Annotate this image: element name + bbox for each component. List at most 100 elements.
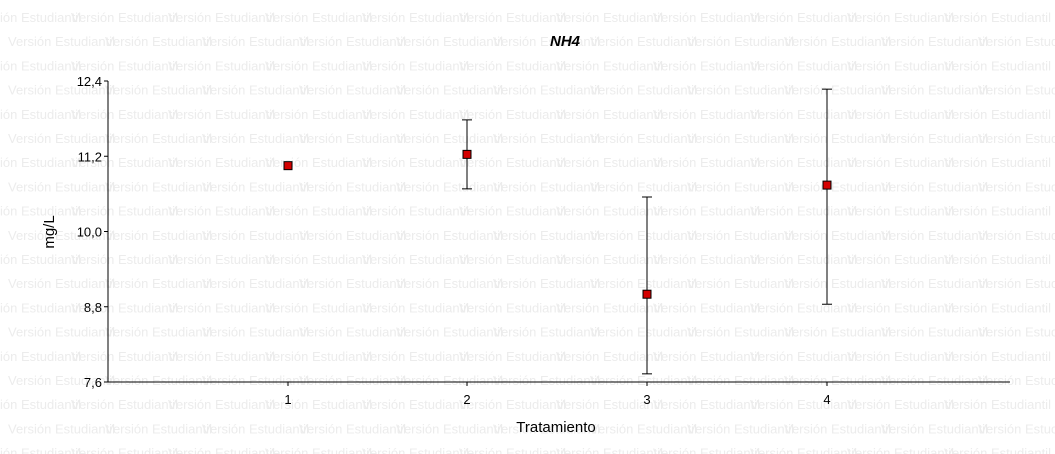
watermark-text: Versión Estudiantil: [493, 325, 600, 340]
watermark-text: Versión Estudiantil: [362, 155, 469, 170]
watermark-text: Versión Estudiantil: [8, 34, 115, 49]
watermark-text: Versión Estudiantil: [396, 34, 503, 49]
watermark-text: Versión Estudiantil: [459, 107, 566, 122]
watermark-text: Versión Estudiantil: [881, 131, 988, 146]
y-tick-label: 10,0: [77, 225, 102, 240]
watermark-text: Versión Estudiantil: [687, 325, 794, 340]
watermark-text: Versión Estudiantil: [978, 373, 1055, 388]
watermark-text: Versión Estudiantil: [396, 131, 503, 146]
watermark-text: Versión Estudiantil: [265, 446, 372, 454]
watermark-text: Versión Estudiantil: [396, 179, 503, 194]
watermark-text: Versión Estudiantil: [784, 83, 891, 98]
watermark-text: Versión Estudiantil: [71, 446, 178, 454]
watermark-text: Versión Estudiantil: [978, 421, 1055, 436]
watermark-text: Versión Estudiantil: [556, 10, 663, 25]
watermark-text: Versión Estudiantil: [590, 83, 697, 98]
watermark-text: Versión Estudiantil: [396, 83, 503, 98]
watermark-text: Versión Estudiantil: [978, 179, 1055, 194]
watermark-text: Versión Estudiantil: [881, 421, 988, 436]
watermark-text: Versión Estudiantil: [750, 446, 857, 454]
watermark-text: Versión Estudiantil: [8, 276, 115, 291]
watermark-text: Versión Estudiantil: [71, 349, 178, 364]
watermark-text: Versión Estudiantil: [396, 228, 503, 243]
watermark-text: Versión Estudiantil: [687, 276, 794, 291]
watermark-text: Versión Estudiantil: [459, 446, 566, 454]
watermark-text: Versión Estudiantil: [750, 204, 857, 219]
watermark-text: Versión Estudiantil: [362, 397, 469, 412]
watermark-text: Versión Estudiantil: [105, 83, 212, 98]
watermark-text: Versión Estudiantil: [105, 373, 212, 388]
watermark-text: Versión Estudiantil: [556, 349, 663, 364]
watermark-text: Versión Estudiantil: [299, 276, 406, 291]
watermark-text: Versión Estudiantil: [105, 131, 212, 146]
watermark-text: Versión Estudiantil: [265, 252, 372, 267]
watermark-text: Versión Estudiantil: [71, 204, 178, 219]
watermark-text: Versión Estudiantil: [459, 10, 566, 25]
watermark-text: Versión Estudiantil: [396, 325, 503, 340]
watermark-text: Versión Estudiantil: [0, 155, 81, 170]
watermark-text: Versión Estudiantil: [396, 421, 503, 436]
watermark-text: Versión Estudiantil: [590, 34, 697, 49]
y-tick-label: 11,2: [78, 149, 102, 164]
watermark-text: Versión Estudiantil: [978, 228, 1055, 243]
watermark-text: Versión Estudiantil: [0, 252, 81, 267]
watermark-text: Versión Estudiantil: [653, 446, 760, 454]
y-tick-label: 8,8: [84, 300, 102, 315]
watermark-text: Versión Estudiantil: [362, 58, 469, 73]
watermark-text: Versión Estudiantil: [847, 107, 954, 122]
watermark-text: Versión Estudiantil: [653, 252, 760, 267]
watermark-text: Versión Estudiantil: [556, 155, 663, 170]
watermark-text: Versión Estudiantil: [556, 446, 663, 454]
watermark-text: Versión Estudiantil: [202, 179, 309, 194]
watermark-text: Versión Estudiantil: [0, 58, 81, 73]
watermark-text: Versión Estudiantil: [71, 10, 178, 25]
watermark-text: Versión Estudiantil: [299, 34, 406, 49]
watermark-text: Versión Estudiantil: [978, 276, 1055, 291]
watermark-text: Versión Estudiantil: [265, 58, 372, 73]
watermark-text: Versión Estudiantil: [847, 349, 954, 364]
watermark-text: Versión Estudiantil: [653, 155, 760, 170]
watermark-text: Versión Estudiantil: [105, 179, 212, 194]
watermark-text: Versión Estudiantil: [168, 446, 275, 454]
watermark-text: Versión Estudiantil: [459, 252, 566, 267]
watermark-text: Versión Estudiantil: [847, 397, 954, 412]
y-tick-label: 7,6: [84, 375, 102, 390]
watermark-text: Versión Estudiantil: [944, 155, 1051, 170]
watermark-text: Versión Estudiantil: [847, 300, 954, 315]
watermark-text: Versión Estudiantil: [8, 179, 115, 194]
watermark-text: Versión Estudiantil: [493, 83, 600, 98]
watermark-text: Versión Estudiantil: [299, 131, 406, 146]
watermark-text: Versión Estudiantil: [459, 58, 566, 73]
watermark-text: Versión Estudiantil: [847, 252, 954, 267]
watermark-text: Versión Estudiantil: [168, 397, 275, 412]
watermark-text: Versión Estudiantil: [0, 300, 81, 315]
watermark-text: Versión Estudiantil: [881, 34, 988, 49]
watermark-text: Versión Estudiantil: [687, 34, 794, 49]
watermark-text: Versión Estudiantil: [459, 349, 566, 364]
watermark-text: Versión Estudiantil: [71, 300, 178, 315]
watermark-text: Versión Estudiantil: [168, 204, 275, 219]
watermark-text: Versión Estudiantil: [299, 179, 406, 194]
watermark-text: Versión Estudiantil: [459, 155, 566, 170]
watermark-text: Versión Estudiantil: [362, 10, 469, 25]
data-point: [822, 180, 832, 190]
watermark-text: Versión Estudiantil: [362, 300, 469, 315]
watermark-text: Versión Estudiantil: [653, 300, 760, 315]
watermark-text: Versión Estudiantil: [8, 83, 115, 98]
watermark-text: Versión Estudiantil: [750, 107, 857, 122]
watermark-text: Versión Estudiantil: [202, 276, 309, 291]
x-tick-label: 2: [463, 392, 470, 407]
watermark-text: Versión Estudiantil: [0, 349, 81, 364]
watermark-text: Versión Estudiantil: [0, 397, 81, 412]
watermark-text: Versión Estudiantil: [590, 179, 697, 194]
watermark-text: Versión Estudiantil: [944, 300, 1051, 315]
watermark-text: Versión Estudiantil: [265, 155, 372, 170]
watermark-text: Versión Estudiantil: [168, 300, 275, 315]
watermark-text: Versión Estudiantil: [0, 446, 81, 454]
watermark-text: Versión Estudiantil: [362, 107, 469, 122]
x-axis-title: Tratamiento: [516, 419, 595, 436]
watermark-text: Versión Estudiantil: [556, 300, 663, 315]
watermark-text: Versión Estudiantil: [8, 131, 115, 146]
watermark-text: Versión Estudiantil: [105, 421, 212, 436]
